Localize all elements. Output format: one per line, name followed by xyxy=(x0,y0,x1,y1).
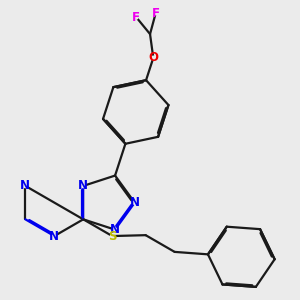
Text: N: N xyxy=(110,223,120,236)
Circle shape xyxy=(133,201,136,204)
Circle shape xyxy=(152,56,155,60)
Circle shape xyxy=(154,11,158,15)
Circle shape xyxy=(24,184,27,188)
Circle shape xyxy=(113,228,117,231)
Text: N: N xyxy=(130,196,140,209)
Text: N: N xyxy=(49,230,59,243)
Circle shape xyxy=(52,234,56,238)
Text: S: S xyxy=(108,230,116,243)
Text: N: N xyxy=(78,179,88,192)
Circle shape xyxy=(134,16,138,19)
Circle shape xyxy=(82,184,85,188)
Text: O: O xyxy=(148,51,158,64)
Circle shape xyxy=(110,234,114,238)
Text: F: F xyxy=(152,7,160,20)
Text: F: F xyxy=(132,11,140,24)
Text: N: N xyxy=(20,179,30,192)
